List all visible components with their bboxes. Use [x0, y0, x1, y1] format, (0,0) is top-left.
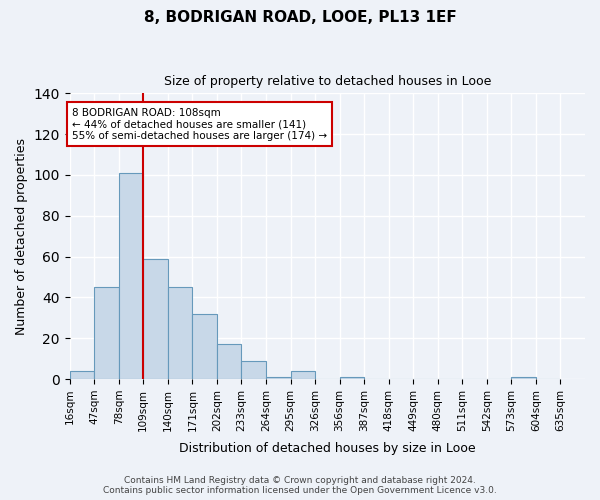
- Bar: [290, 371, 315, 379]
- Text: Contains HM Land Registry data © Crown copyright and database right 2024.
Contai: Contains HM Land Registry data © Crown c…: [103, 476, 497, 495]
- Bar: [511, 377, 536, 379]
- Bar: [266, 377, 290, 379]
- Y-axis label: Number of detached properties: Number of detached properties: [15, 138, 28, 334]
- Bar: [168, 287, 193, 379]
- Bar: [70, 371, 94, 379]
- Bar: [217, 344, 241, 379]
- Title: Size of property relative to detached houses in Looe: Size of property relative to detached ho…: [164, 75, 491, 88]
- Text: 8 BODRIGAN ROAD: 108sqm
← 44% of detached houses are smaller (141)
55% of semi-d: 8 BODRIGAN ROAD: 108sqm ← 44% of detache…: [72, 108, 327, 141]
- X-axis label: Distribution of detached houses by size in Looe: Distribution of detached houses by size …: [179, 442, 476, 455]
- Bar: [94, 287, 119, 379]
- Bar: [119, 173, 143, 379]
- Text: 8, BODRIGAN ROAD, LOOE, PL13 1EF: 8, BODRIGAN ROAD, LOOE, PL13 1EF: [143, 10, 457, 25]
- Bar: [193, 314, 217, 379]
- Bar: [340, 377, 364, 379]
- Bar: [241, 360, 266, 379]
- Bar: [143, 258, 168, 379]
